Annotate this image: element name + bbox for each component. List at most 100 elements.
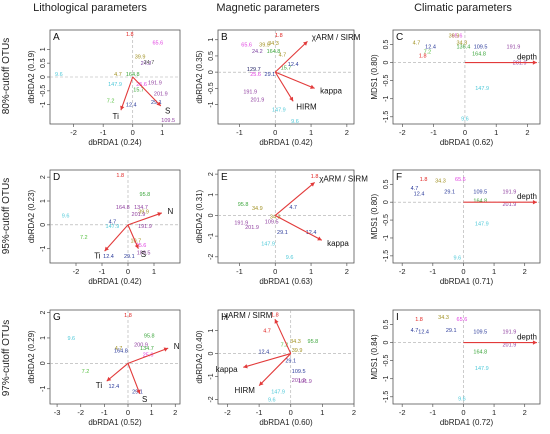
- y-tick-label: 1: [208, 193, 215, 197]
- y-tick-label: 2: [40, 175, 47, 179]
- x-tick-label: -1: [429, 267, 436, 276]
- otu-point-label: 201.9: [513, 61, 527, 67]
- y-tick-label: 0: [208, 213, 215, 217]
- x-tick-label: 0: [273, 128, 277, 137]
- panel-I: -2 -1 0 1 2 -1.5 -1 -0.5 0 0.5 dbRDA1 (0.72) MDS1 (…: [370, 309, 541, 427]
- otu-point-label: 12.4: [108, 384, 119, 390]
- y-tick-label: 2: [208, 172, 215, 176]
- vector-label: kappa: [327, 239, 349, 248]
- otu-point-label: 9.6: [286, 255, 294, 261]
- panel-letter: D: [53, 172, 60, 183]
- vector-arrow: [120, 76, 134, 111]
- row-title-95: 95%-cutoff OTUs: [1, 178, 12, 255]
- otu-point-label: 12.4: [418, 330, 429, 336]
- x-tick-label: 0: [289, 408, 293, 417]
- x-tick-label: -1: [101, 408, 108, 417]
- panel-E: -1 0 1 2 -2 -1 0 1 2 dbRDA1 (0.63) dbRDA2 (0.31) E 1…: [195, 169, 368, 286]
- otu-point-label: 4.7: [411, 186, 419, 192]
- y-tick-label: 0: [40, 361, 47, 365]
- panels-group: -2 -1 0 1 -1 -0.5 0 0.5 1 dbRDA1 (0.24) dbRDA2 (0.…: [27, 29, 541, 427]
- x-tick-label: 1: [309, 267, 313, 276]
- x-tick-label: -1: [236, 128, 243, 137]
- otu-point-label: 109.5: [473, 189, 487, 195]
- y-tick-label: -1: [40, 245, 47, 251]
- otu-point-label: 191.9: [502, 330, 516, 336]
- panel-A: -2 -1 0 1 -1 -0.5 0 0.5 1 dbRDA1 (0.24) dbRDA2 (0.…: [27, 29, 181, 147]
- otu-point-label: 9.6: [461, 117, 469, 123]
- vector-label: Ti: [113, 112, 120, 121]
- otu-point-label: 9.6: [67, 336, 75, 342]
- x-tick-label: -2: [399, 267, 406, 276]
- x-tick-label: -3: [54, 408, 61, 417]
- otu-point-label: 147.9: [261, 241, 275, 247]
- x-axis-label: dbRDA1 (0.72): [440, 418, 494, 427]
- otu-point-label: 109.5: [265, 220, 279, 226]
- vector-arrow: [274, 318, 292, 354]
- otu-point-label: 12.4: [288, 62, 299, 68]
- y-tick-label: 1: [40, 336, 47, 340]
- vector-arrowhead: [303, 41, 308, 46]
- plot-frame: [217, 169, 355, 264]
- y-tick-label: 0: [383, 60, 390, 64]
- x-tick-label: 1: [492, 267, 496, 276]
- otu-point-label: 201.9: [292, 378, 306, 384]
- vector-arrow: [274, 181, 315, 216]
- vector-label: χARM / SIRM: [312, 33, 361, 42]
- vector-arrow: [243, 353, 291, 368]
- x-tick-label: -2: [70, 128, 77, 137]
- x-tick-label: -1: [100, 128, 107, 137]
- otu-point-label: 12.4: [425, 44, 436, 50]
- otu-point-label: 4.7: [413, 41, 421, 47]
- y-tick-label: -1: [40, 101, 47, 107]
- otu-point-label: 12.4: [103, 254, 114, 260]
- column-title-climatic: Climatic parameters: [414, 2, 512, 14]
- otu-point-label: 4.7: [114, 72, 122, 78]
- x-tick-label: 1: [320, 408, 324, 417]
- otu-point-label: 164.8: [116, 205, 130, 211]
- otu-point-label: 4.7: [279, 52, 287, 58]
- plot-frame: [49, 309, 181, 405]
- otu-point-label: 201.9: [502, 342, 516, 348]
- plot-frame: [392, 169, 541, 264]
- otu-point-label: 95.8: [238, 202, 249, 208]
- otu-point-label: 34.3: [456, 41, 467, 47]
- otu-point-label: 65.6: [452, 33, 463, 39]
- otu-point-label: 15.7: [281, 65, 292, 71]
- vector-label: kappa: [320, 87, 342, 96]
- otu-point-label: 34.3: [268, 41, 279, 47]
- y-axis-label: dbRDA2 (0.35): [195, 50, 204, 104]
- otu-point-label: 109.5: [292, 369, 306, 375]
- vector-label: S: [141, 250, 146, 259]
- x-tick-label: -2: [399, 408, 406, 417]
- otu-point-label: 24.2: [141, 61, 152, 67]
- otu-point-label: 164.8: [114, 349, 128, 355]
- plot-frame: [392, 309, 541, 405]
- otu-point-label: 65.6: [241, 43, 252, 49]
- x-tick-label: 2: [523, 408, 527, 417]
- column-title-magnetic: Magnetic parameters: [216, 2, 320, 14]
- y-axis-label: dbRDA2 (0.40): [195, 330, 204, 384]
- otu-point-label: 164.8: [267, 49, 281, 55]
- otu-point-label: 95.8: [144, 333, 155, 339]
- y-axis-label: MDS1 (0.84): [370, 334, 379, 380]
- y-tick-label: 0: [40, 223, 47, 227]
- otu-point-label: 147.9: [475, 366, 489, 372]
- x-tick-label: 0: [126, 408, 130, 417]
- plot-frame: [217, 309, 355, 405]
- vector-arrow: [274, 71, 294, 102]
- otu-point-label: 12.4: [259, 349, 270, 355]
- y-tick-label: 1: [40, 47, 47, 51]
- otu-point-label: 29.1: [446, 328, 457, 334]
- otu-point-label: 109.5: [137, 250, 151, 256]
- y-tick-label: 0: [383, 200, 390, 204]
- otu-point-label: 147.9: [271, 389, 285, 395]
- panel-letter: B: [221, 32, 228, 43]
- otu-point-label: 4.7: [289, 205, 297, 211]
- vector-arrowhead: [317, 236, 322, 241]
- x-axis-label: dbRDA1 (0.52): [88, 418, 142, 427]
- otu-point-label: 15.7: [133, 87, 144, 93]
- panel-letter: F: [396, 172, 402, 183]
- plot-frame: [49, 169, 181, 264]
